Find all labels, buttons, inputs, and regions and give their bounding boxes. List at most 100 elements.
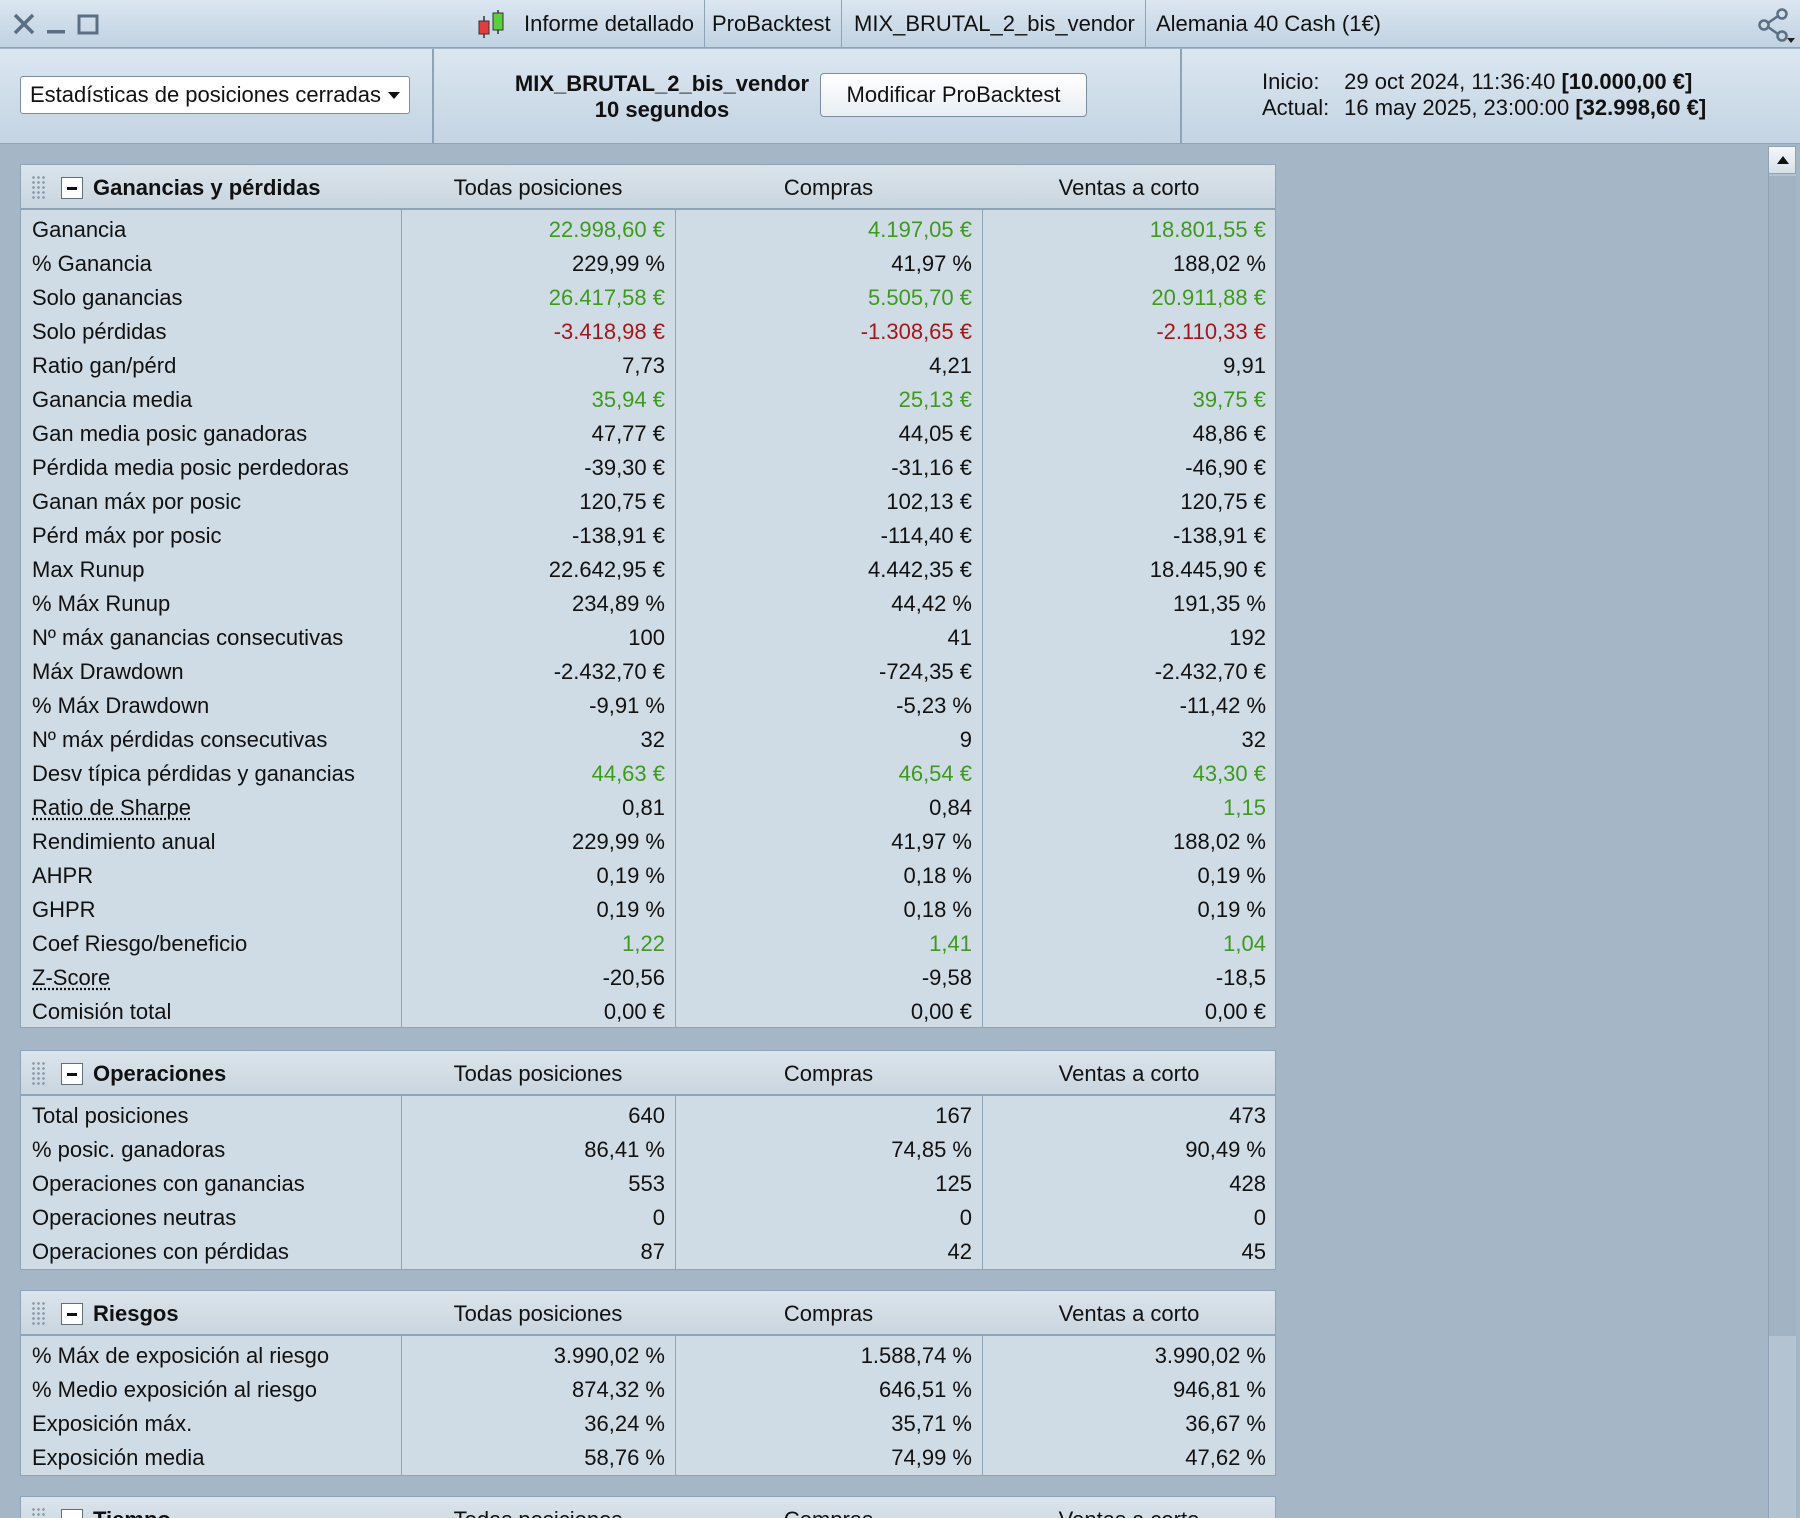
stat-value: 58,76 % bbox=[584, 1445, 665, 1470]
stat-value: 44,05 € bbox=[898, 421, 972, 446]
collapse-icon[interactable] bbox=[61, 1509, 83, 1518]
maximize-icon[interactable] bbox=[74, 10, 102, 38]
stat-row: Pérd máx por posic -138,91 € -114,40 € -138… bbox=[21, 519, 1275, 553]
stat-value: -5,23 % bbox=[896, 693, 972, 718]
stat-row: Nº máx ganancias consecutivas 100 41 192 bbox=[21, 621, 1275, 655]
stat-value: 18.801,55 € bbox=[1149, 217, 1266, 242]
drag-handle-icon[interactable] bbox=[31, 1061, 47, 1087]
collapse-icon[interactable] bbox=[61, 177, 83, 199]
close-icon[interactable] bbox=[10, 10, 38, 38]
stat-value: 191,35 % bbox=[1173, 591, 1266, 616]
column-divider bbox=[675, 1291, 676, 1475]
tab-probacktest[interactable]: ProBacktest bbox=[702, 0, 842, 48]
stat-label: Exposición máx. bbox=[32, 1411, 193, 1436]
stats-type-select-value: Estadísticas de posiciones cerradas bbox=[30, 82, 381, 107]
stat-value: 3.990,02 % bbox=[1154, 1343, 1266, 1368]
share-icon[interactable] bbox=[1756, 8, 1796, 44]
stat-row: Operaciones con ganancias 553 125 428 bbox=[21, 1167, 1275, 1201]
stat-value: 22.642,95 € bbox=[548, 557, 665, 582]
stat-label: % posic. ganadoras bbox=[32, 1137, 226, 1162]
stat-value: 874,32 % bbox=[572, 1377, 665, 1402]
stat-value: 229,99 % bbox=[572, 251, 665, 276]
stat-value: 0 bbox=[1253, 1205, 1266, 1230]
stat-row: Ganancia 22.998,60 € 4.197,05 € 18.801,55 € bbox=[21, 213, 1275, 247]
strategy-name: MIX_BRUTAL_2_bis_vendor bbox=[514, 71, 810, 96]
tab-instrument[interactable]: Alemania 40 Cash (1€) bbox=[1156, 11, 1382, 36]
stat-value: 0,18 % bbox=[903, 897, 973, 922]
stat-value: -31,16 € bbox=[891, 455, 972, 480]
stat-value: 74,99 % bbox=[891, 1445, 972, 1470]
stat-value: 640 bbox=[628, 1103, 665, 1128]
stat-value: 43,30 € bbox=[1192, 761, 1266, 786]
stat-label: % Máx de exposición al riesgo bbox=[32, 1343, 330, 1368]
stat-value: 946,81 % bbox=[1173, 1377, 1266, 1402]
stat-row: Pérdida media posic perdedoras -39,30 € -3… bbox=[21, 451, 1275, 485]
section-header: Operaciones Todas posiciones Compras Ventas… bbox=[21, 1051, 1275, 1096]
stat-value: -1.308,65 € bbox=[860, 319, 972, 344]
stat-value: 0 bbox=[959, 1205, 972, 1230]
column-divider bbox=[401, 1291, 402, 1475]
stat-value: 0,19 % bbox=[596, 897, 666, 922]
drag-handle-icon[interactable] bbox=[31, 1507, 47, 1518]
stat-value: -3.418,98 € bbox=[553, 319, 665, 344]
minimize-icon[interactable] bbox=[42, 10, 70, 38]
stat-row: Ganan máx por posic 120,75 € 102,13 € 120,7… bbox=[21, 485, 1275, 519]
stat-label: Operaciones neutras bbox=[32, 1205, 237, 1230]
strategy-interval: 10 segundos bbox=[594, 97, 730, 122]
stat-label: Operaciones con ganancias bbox=[32, 1171, 305, 1196]
collapse-icon[interactable] bbox=[61, 1303, 83, 1325]
stat-row: Comisión total 0,00 € 0,00 € 0,00 € bbox=[21, 995, 1275, 1029]
stat-label: GHPR bbox=[32, 897, 96, 922]
scroll-up-button[interactable] bbox=[1768, 146, 1796, 174]
stat-value: -2.432,70 € bbox=[1154, 659, 1266, 684]
stat-row: Desv típica pérdidas y ganancias 44,63 € 4… bbox=[21, 757, 1275, 791]
stat-label: Solo pérdidas bbox=[32, 319, 167, 344]
stat-label: Solo ganancias bbox=[32, 285, 183, 310]
stat-label: Nº máx pérdidas consecutivas bbox=[32, 727, 328, 752]
stats-type-select[interactable]: Estadísticas de posiciones cerradas bbox=[20, 76, 410, 114]
stat-value: 188,02 % bbox=[1173, 251, 1266, 276]
stat-value: 120,75 € bbox=[1180, 489, 1266, 514]
stat-row: AHPR 0,19 % 0,18 % 0,19 % bbox=[21, 859, 1275, 893]
drag-handle-icon[interactable] bbox=[31, 1301, 47, 1327]
stat-value: 1,41 bbox=[929, 931, 972, 956]
chevron-down-icon bbox=[388, 92, 400, 99]
section-title: Riesgos bbox=[93, 1301, 179, 1326]
header-divider bbox=[1180, 49, 1182, 144]
column-divider bbox=[675, 165, 676, 1027]
column-divider bbox=[401, 165, 402, 1027]
stat-value: 20.911,88 € bbox=[1151, 285, 1266, 310]
stat-value: 22.998,60 € bbox=[548, 217, 665, 242]
stat-value: 0,19 % bbox=[596, 863, 666, 888]
stat-value: 36,24 % bbox=[584, 1411, 665, 1436]
stat-value: 0,00 € bbox=[1204, 999, 1266, 1024]
tab-detailed-report[interactable]: Informe detallado bbox=[514, 0, 705, 48]
stat-value: 188,02 % bbox=[1173, 829, 1266, 854]
stat-value: 1,15 bbox=[1223, 795, 1266, 820]
column-header: Ventas a corto bbox=[1058, 1301, 1200, 1326]
stat-value: 192 bbox=[1229, 625, 1266, 650]
drag-handle-icon[interactable] bbox=[31, 175, 47, 201]
current-capital: [32.998,60 €] bbox=[1575, 95, 1707, 120]
stat-label: Operaciones con pérdidas bbox=[32, 1239, 289, 1264]
stat-value: 48,86 € bbox=[1192, 421, 1266, 446]
stat-label[interactable]: Ratio de Sharpe bbox=[32, 795, 191, 820]
stat-value: 41,97 % bbox=[891, 829, 972, 854]
stat-value: 41,97 % bbox=[891, 251, 972, 276]
stat-value: 0,18 % bbox=[903, 863, 973, 888]
stat-label: Nº máx ganancias consecutivas bbox=[32, 625, 344, 650]
stat-label: Max Runup bbox=[32, 557, 145, 582]
tab-strategy[interactable]: MIX_BRUTAL_2_bis_vendor bbox=[844, 0, 1146, 48]
stat-value: 42 bbox=[947, 1239, 972, 1264]
stat-label: Ganan máx por posic bbox=[32, 489, 242, 514]
scrollbar-thumb[interactable] bbox=[1769, 176, 1796, 1336]
stat-value: -20,56 bbox=[602, 965, 665, 990]
stat-label[interactable]: Z-Score bbox=[32, 965, 111, 990]
modify-probacktest-button[interactable]: Modificar ProBacktest bbox=[820, 73, 1087, 117]
stat-value: 0,81 bbox=[622, 795, 665, 820]
stat-value: 5.505,70 € bbox=[868, 285, 972, 310]
section-title: Tiempo bbox=[93, 1497, 171, 1518]
collapse-icon[interactable] bbox=[61, 1063, 83, 1085]
section-operations: Operaciones Todas posiciones Compras Ventas… bbox=[20, 1050, 1276, 1270]
stat-value: 4.442,35 € bbox=[868, 557, 972, 582]
